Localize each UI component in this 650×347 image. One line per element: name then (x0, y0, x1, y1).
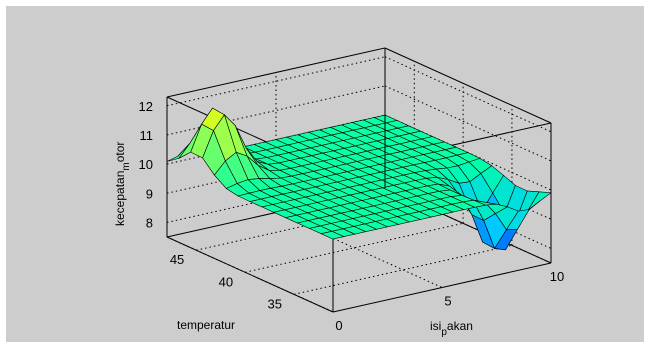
z-tick-label: 9 (146, 186, 153, 201)
x-axis-label: isipakan (430, 319, 473, 338)
x-tick-label: 5 (444, 294, 451, 309)
grid-line (293, 244, 513, 295)
grid-line (384, 85, 552, 162)
z-tick-label: 10 (139, 157, 153, 172)
z-tick-label: 8 (146, 215, 153, 230)
surface-mesh (166, 107, 552, 251)
y-axis-label: temperatur (177, 318, 235, 332)
axes-edge (332, 262, 552, 313)
y-tick-label: 45 (170, 252, 184, 267)
tick-labels: 8 9 10 11 12 0 5 10 35 40 45 (139, 99, 565, 333)
grid-line (196, 200, 415, 251)
z-axis-label: kecepatanmotor (113, 142, 132, 226)
surface-patch (320, 230, 345, 240)
x-tick-label: 0 (335, 318, 342, 333)
z-tick-label: 11 (140, 128, 154, 143)
grid-line (166, 143, 386, 194)
axes-edge (166, 236, 334, 313)
y-tick-label: 40 (219, 274, 233, 289)
grid-line (384, 56, 552, 133)
z-tick-label: 12 (139, 99, 153, 114)
grid-line (166, 172, 386, 223)
grid-line (384, 172, 552, 249)
grid-line (245, 222, 464, 273)
axes-box (166, 47, 552, 313)
y-tick-label: 35 (267, 296, 281, 311)
grid-line (275, 212, 443, 288)
x-tick-label: 10 (550, 269, 564, 284)
axes-edge (166, 47, 386, 98)
grid-line (166, 56, 386, 107)
axes-edge (384, 47, 552, 124)
